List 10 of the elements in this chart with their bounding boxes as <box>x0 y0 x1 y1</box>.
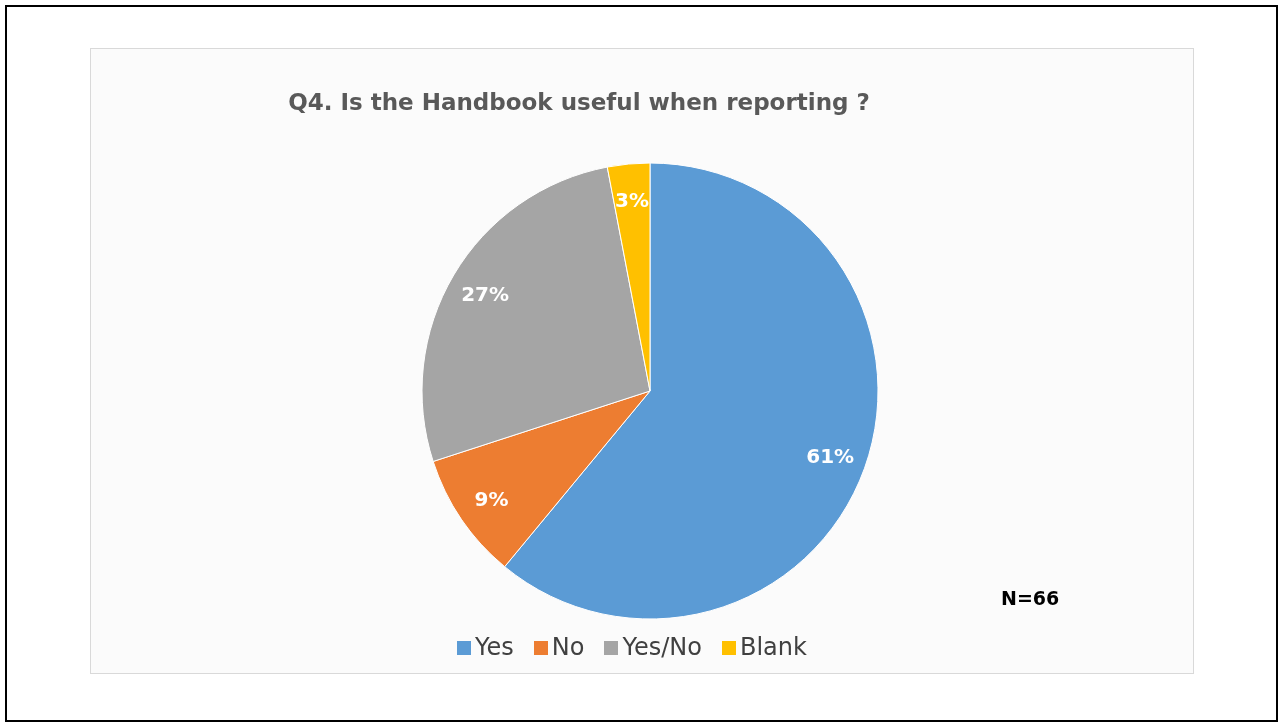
legend-label: No <box>551 633 585 661</box>
data-label: 3% <box>614 188 649 213</box>
data-label: 9% <box>474 486 509 511</box>
text: N=66 <box>1001 587 1060 609</box>
legend-label: Yes/No <box>622 633 702 661</box>
data-label: 27% <box>461 281 510 306</box>
legend-label: Yes <box>475 633 514 661</box>
legend-label: Blank <box>739 633 807 661</box>
chart-title: Q4. Is the Handbook useful when reporting ? <box>287 89 871 115</box>
data-label: 61% <box>806 443 855 468</box>
